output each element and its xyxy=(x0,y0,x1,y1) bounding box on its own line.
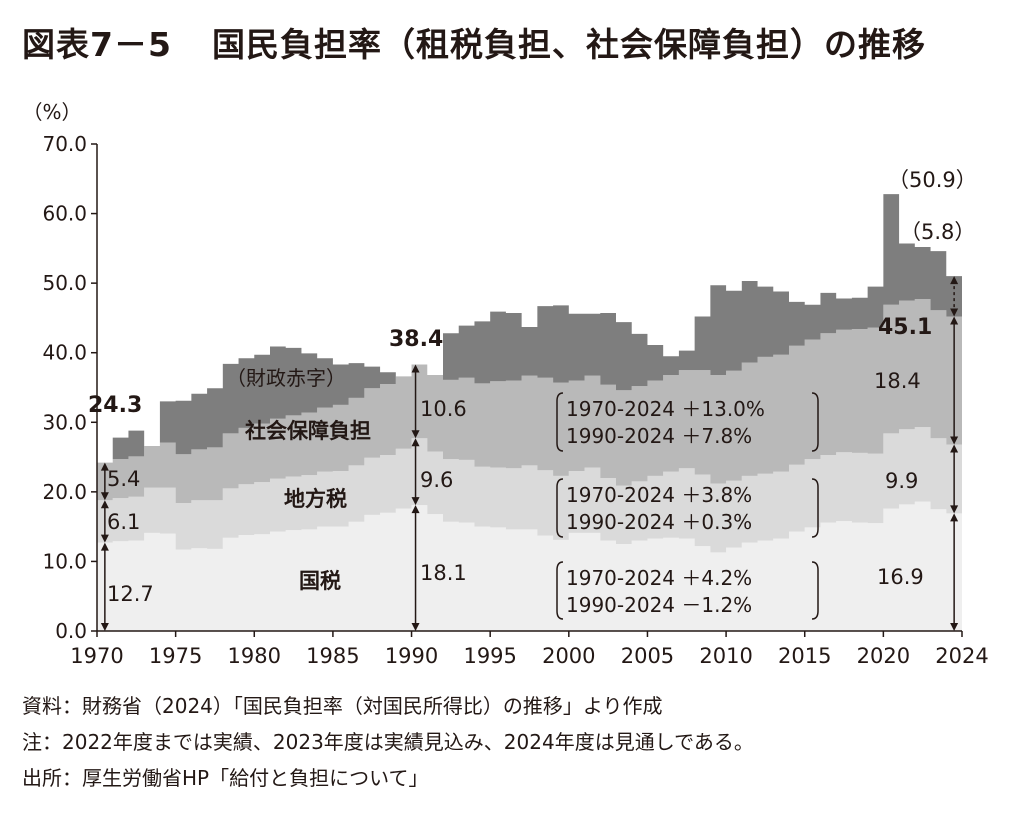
arrow-2024-deficit-head-top xyxy=(950,276,959,285)
arrow-2024-deficit-head-bottom xyxy=(950,308,959,317)
arrow-1990-national-head-top xyxy=(411,505,420,514)
chart-title: 図表7－5 国民負担率（租税負担、社会保障負担）の推移 xyxy=(22,18,926,66)
social-security-area xyxy=(97,299,962,503)
arrow-2024-social-head-top xyxy=(950,316,959,325)
value-1990-social: 10.6 xyxy=(420,397,467,421)
arrow-1990-social-head-bottom xyxy=(411,430,420,439)
notes: 資料：財務省（2024）「国民負担率（対国民所得比）の推移」より作成 注：202… xyxy=(22,688,754,796)
change-social-1970: 1970-2024 ＋13.0% xyxy=(566,397,765,421)
arrow-2024-national-head-top xyxy=(950,513,959,522)
bracket-social-left xyxy=(556,392,564,452)
arrow-2024-social-head-bottom xyxy=(950,436,959,445)
total-1970-label: 24.3 xyxy=(88,393,142,418)
bracket-national-left xyxy=(556,561,564,620)
x-tick-label: 2005 xyxy=(621,644,674,668)
x-tick-label: 1990 xyxy=(385,644,438,668)
y-tick-label: 30.0 xyxy=(42,410,87,434)
x-tick-label: 1975 xyxy=(149,644,202,668)
arrow-1970-national-head-bottom xyxy=(100,623,109,631)
arrow-1970-local-head-top xyxy=(100,500,109,509)
total-1990-label: 38.4 xyxy=(389,327,443,352)
deficit-2020-label: （50.9） xyxy=(888,168,977,192)
x-tick-label: 2010 xyxy=(699,644,752,668)
arrow-1970-social-head-top xyxy=(100,462,109,471)
bracket-national-right xyxy=(811,561,819,620)
arrow-1990-national-head-bottom xyxy=(411,623,420,631)
value-1970-local: 6.1 xyxy=(107,510,140,534)
value-1970-national: 12.7 xyxy=(107,582,154,606)
y-tick-label: 10.0 xyxy=(42,549,87,573)
bracket-local-right xyxy=(811,478,819,538)
value-1990-national: 18.1 xyxy=(420,561,467,585)
arrow-2024-national-head-bottom xyxy=(950,623,959,631)
x-tick-label: 1970 xyxy=(70,644,123,668)
y-tick-label: 0.0 xyxy=(55,619,87,643)
source-note: 資料：財務省（2024）「国民負担率（対国民所得比）の推移」より作成 xyxy=(22,694,663,718)
y-tick-label: 70.0 xyxy=(42,132,87,156)
arrow-1990-local-head-top xyxy=(411,438,420,447)
origin-note: 出所：厚生労働省HP「給付と負担について」 xyxy=(22,766,429,790)
arrow-2024-local-head-bottom xyxy=(950,505,959,514)
national-tax-area xyxy=(97,501,962,631)
arrow-2024-local-head-top xyxy=(950,444,959,453)
change-national-1990: 1990-2024 －1.2% xyxy=(566,593,752,617)
arrow-1970-local-head-bottom xyxy=(100,534,109,543)
y-tick-label: 20.0 xyxy=(42,480,87,504)
local-tax-area xyxy=(97,427,962,553)
value-1990-local: 9.6 xyxy=(420,468,453,492)
x-tick-label: 2020 xyxy=(857,644,910,668)
arrow-1990-social-head-top xyxy=(411,364,420,373)
arrow-1970-social-head-bottom xyxy=(100,492,109,501)
bracket-social-right xyxy=(811,392,819,452)
social-security-label: 社会保障負担 xyxy=(244,419,371,443)
x-tick-label: 2015 xyxy=(778,644,831,668)
y-tick-label: 40.0 xyxy=(42,341,87,365)
remark-note: 注：2022年度までは実績、2023年度は実績見込み、2024年度は見通しである… xyxy=(22,730,754,754)
deficit-series-label: （財政赤字） xyxy=(226,366,346,390)
x-tick-label: 2024 xyxy=(935,644,988,668)
total-2024-label: 45.1 xyxy=(878,315,932,340)
y-tick-label: 60.0 xyxy=(42,202,87,226)
change-local-1970: 1970-2024 ＋3.8% xyxy=(566,483,752,507)
x-tick-label: 1995 xyxy=(463,644,516,668)
arrow-1990-local-head-bottom xyxy=(411,497,420,506)
arrow-1970-national-head-top xyxy=(100,542,109,551)
y-tick-label: 50.0 xyxy=(42,271,87,295)
value-2024-local: 9.9 xyxy=(885,469,918,493)
value-1970-social: 5.4 xyxy=(107,467,140,491)
deficit-2024-label: （5.8） xyxy=(900,220,975,244)
national-burden-rate-chart: 0.0 10.0 20.0 30.0 40.0 50.0 60.0 70.0 （%） 1970 19… xyxy=(22,100,988,668)
fiscal-deficit-area xyxy=(97,194,962,463)
y-axis-unit: （%） xyxy=(22,100,81,124)
change-local-1990: 1990-2024 ＋0.3% xyxy=(566,510,752,534)
figure-number: 図表7－5 xyxy=(22,25,172,64)
x-tick-label: 1985 xyxy=(306,644,359,668)
value-2024-national: 16.9 xyxy=(877,565,924,589)
bracket-local-left xyxy=(556,478,564,538)
x-tick-label: 1980 xyxy=(228,644,281,668)
title-text: 国民負担率（租税負担、社会保障負担）の推移 xyxy=(211,25,926,64)
change-social-1990: 1990-2024 ＋7.8% xyxy=(566,424,752,448)
national-tax-label: 国税 xyxy=(299,569,341,593)
value-2024-social: 18.4 xyxy=(874,369,921,393)
x-tick-label: 2000 xyxy=(542,644,595,668)
change-national-1970: 1970-2024 ＋4.2% xyxy=(566,566,752,590)
local-tax-label: 地方税 xyxy=(284,487,347,511)
